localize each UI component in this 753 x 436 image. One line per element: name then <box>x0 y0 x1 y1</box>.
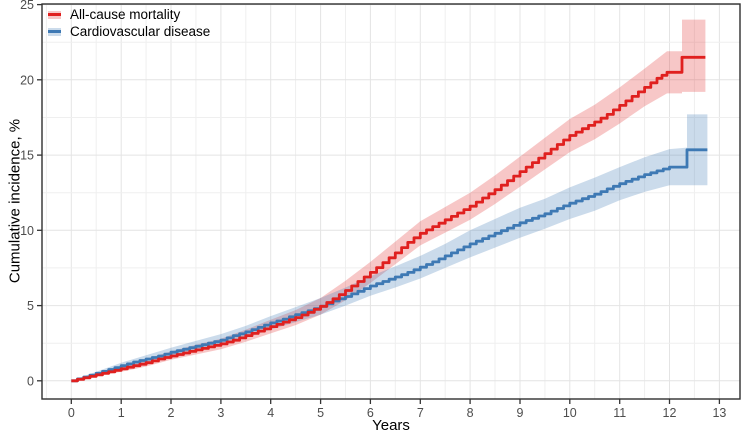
x-tick-label: 6 <box>367 406 374 420</box>
x-tick-label: 9 <box>517 406 524 420</box>
x-tick-label: 5 <box>317 406 324 420</box>
y-tick-label: 20 <box>20 73 34 87</box>
x-tick-label: 2 <box>168 406 175 420</box>
x-tick-label: 12 <box>663 406 677 420</box>
x-tick-label: 1 <box>118 406 125 420</box>
legend-label-all-cause-mortality: All-cause mortality <box>70 7 181 22</box>
y-tick-label: 10 <box>20 224 34 238</box>
x-tick-label: 8 <box>467 406 474 420</box>
y-tick-label: 15 <box>20 149 34 163</box>
x-tick-label: 13 <box>712 406 726 420</box>
x-tick-label: 10 <box>563 406 577 420</box>
all-cause-mortality-curve <box>71 55 706 383</box>
line-swatch <box>48 30 61 33</box>
x-tick-label: 7 <box>417 406 424 420</box>
x-tick-label: 4 <box>267 406 274 420</box>
y-axis-title: Cumulative incidence, % <box>6 118 24 284</box>
legend: All-cause mortality Cardiovascular disea… <box>48 7 210 39</box>
y-tick-label: 25 <box>20 0 34 12</box>
x-tick-label: 3 <box>217 406 224 420</box>
legend-item-cardiovascular-disease: Cardiovascular disease <box>48 24 210 39</box>
x-tick-label: 11 <box>613 406 626 420</box>
x-axis-title: Years <box>372 417 410 434</box>
x-tick-label: 0 <box>68 406 75 420</box>
y-tick-label: 5 <box>27 299 34 313</box>
cardiovascular-disease-key-icon <box>48 27 61 36</box>
line-swatch <box>48 13 61 16</box>
all-cause-mortality-key-icon <box>48 10 61 19</box>
y-tick-label: 0 <box>27 374 34 388</box>
panel-border <box>41 3 741 400</box>
legend-item-all-cause-mortality: All-cause mortality <box>48 7 210 22</box>
legend-label-cardiovascular-disease: Cardiovascular disease <box>70 24 211 39</box>
cardiovascular-disease-curve <box>71 148 708 383</box>
